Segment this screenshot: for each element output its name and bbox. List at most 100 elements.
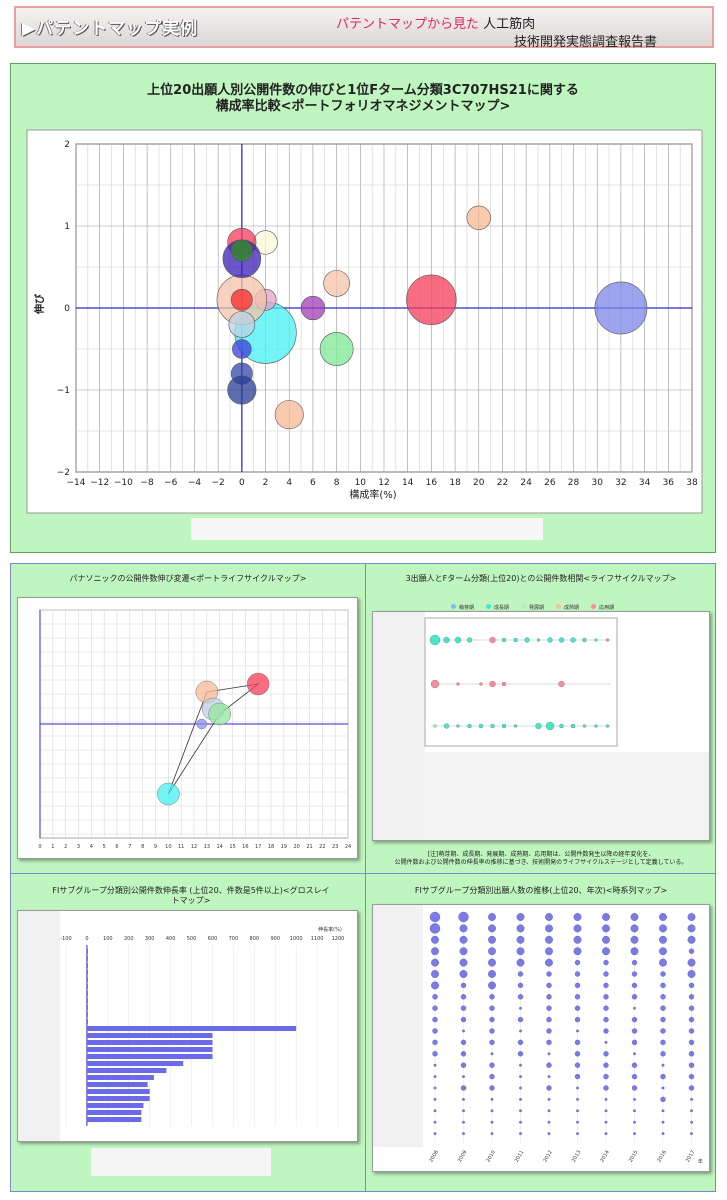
data-bubble [631,1016,638,1023]
data-bubble [443,723,450,729]
x-tick-label: 300 [145,936,155,942]
data-bubble [631,1073,638,1080]
data-bubble [574,959,581,966]
x-tick-label: 7 [128,844,131,850]
data-bubble [519,1132,522,1136]
data-bubble [576,1109,579,1113]
x-tick-label: 1100 [311,936,324,942]
x-tick-label: 1000 [290,936,303,942]
data-bubble [660,994,666,1000]
data-bubble [429,911,441,923]
data-bubble [603,971,609,977]
data-bubble [490,723,495,729]
note-line-1: [注]萌芽期、成長期、発展期、成熟期、応用期は、公開件数発生以降の経年変化を、 [427,851,655,858]
data-bubble [603,1051,609,1057]
legend-item: 萌芽期 [451,604,474,611]
data-bubble [660,1039,666,1046]
x-tick-label: 600 [208,936,218,942]
data-bubble [602,913,610,921]
data-bubble [659,924,667,933]
data-bubble [454,636,462,644]
data-bubble [460,1085,467,1091]
data-bubble [433,1132,437,1136]
data-bubble [558,637,565,643]
data-bar [86,1005,88,1011]
data-bubble [660,1005,666,1011]
data-bubble [659,913,667,921]
data-bubble [605,724,610,728]
data-bubble [466,205,491,230]
data-bubble [546,971,552,977]
data-bubble [688,1039,695,1046]
data-bubble [547,1052,551,1056]
data-bubble [576,1120,579,1124]
data-bubble [688,1051,695,1057]
data-bubble [545,924,553,933]
data-bubble [574,994,581,1000]
data-bubble [631,1085,638,1091]
data-bubble [545,913,553,921]
data-bubble [576,1029,579,1033]
x-tick-label: 12 [191,844,197,850]
time-series-title: FIサブグループ分類別出願人数の推移(上位20、年次)<時系列マップ> [414,886,668,895]
data-bubble [488,947,496,956]
data-bubble [467,723,472,729]
data-bubble [576,1097,579,1101]
data-bubble [478,723,484,729]
data-bar [86,991,88,997]
data-bubble [433,1109,437,1113]
data-bubble [513,724,518,728]
data-bubble [687,970,696,978]
data-bubble [433,1086,437,1090]
x-tick-label: 16 [426,478,438,488]
data-bubble [604,1040,608,1044]
data-bubble [488,970,496,978]
plot-area [424,617,618,747]
x-tick-label: 30 [592,478,604,488]
data-bubble [604,1097,608,1101]
data-bubble [429,634,441,646]
data-bubble [661,1120,665,1124]
x-tick-label: 4 [90,844,93,850]
time-series-box: 2008 2009 2010 2011 2012 2013 2014 2015 2016 2017… [372,904,710,1172]
x-tick-label: −2 [212,478,225,488]
x-tick-label: 5 [103,844,106,850]
data-bubble [466,637,473,643]
data-bubble [489,1005,495,1011]
data-bubble [432,1028,438,1034]
legend-swatch [451,604,456,609]
data-bubble [582,724,587,728]
data-bubble [489,1016,495,1023]
data-bubble [688,1073,695,1080]
data-bubble [546,982,552,989]
page-title: ▶パテントマップ実例 [22,19,199,39]
data-bubble [570,637,576,643]
x-tick-label: 1200 [332,936,345,942]
data-bar [86,1033,213,1039]
data-bubble [246,672,270,696]
data-bubble [573,924,582,933]
data-bubble [547,1132,551,1136]
data-bubble [631,994,638,1000]
data-bubble [546,1028,552,1034]
x-tick-label: 100 [103,936,113,942]
data-bar [86,1082,148,1088]
data-bubble [501,723,507,729]
data-bubble [660,1028,666,1034]
data-bubble [603,1028,609,1034]
data-bubble [659,935,667,944]
data-bubble [690,1120,693,1124]
data-bubble [573,947,582,956]
data-bar [86,1012,88,1018]
data-bubble [603,1073,609,1080]
data-bubble [547,1075,551,1079]
data-bubble [517,971,524,977]
data-bubble [519,1075,522,1079]
x-tick-label: 800 [250,936,260,942]
blank-area [425,752,709,840]
data-bubble [660,1016,666,1023]
data-bubble [462,1109,465,1113]
data-bubble [516,935,525,944]
time-series-chart: 2008 2009 2010 2011 2012 2013 2014 2015 2016 2017… [373,905,707,1165]
data-bar [86,1096,150,1102]
